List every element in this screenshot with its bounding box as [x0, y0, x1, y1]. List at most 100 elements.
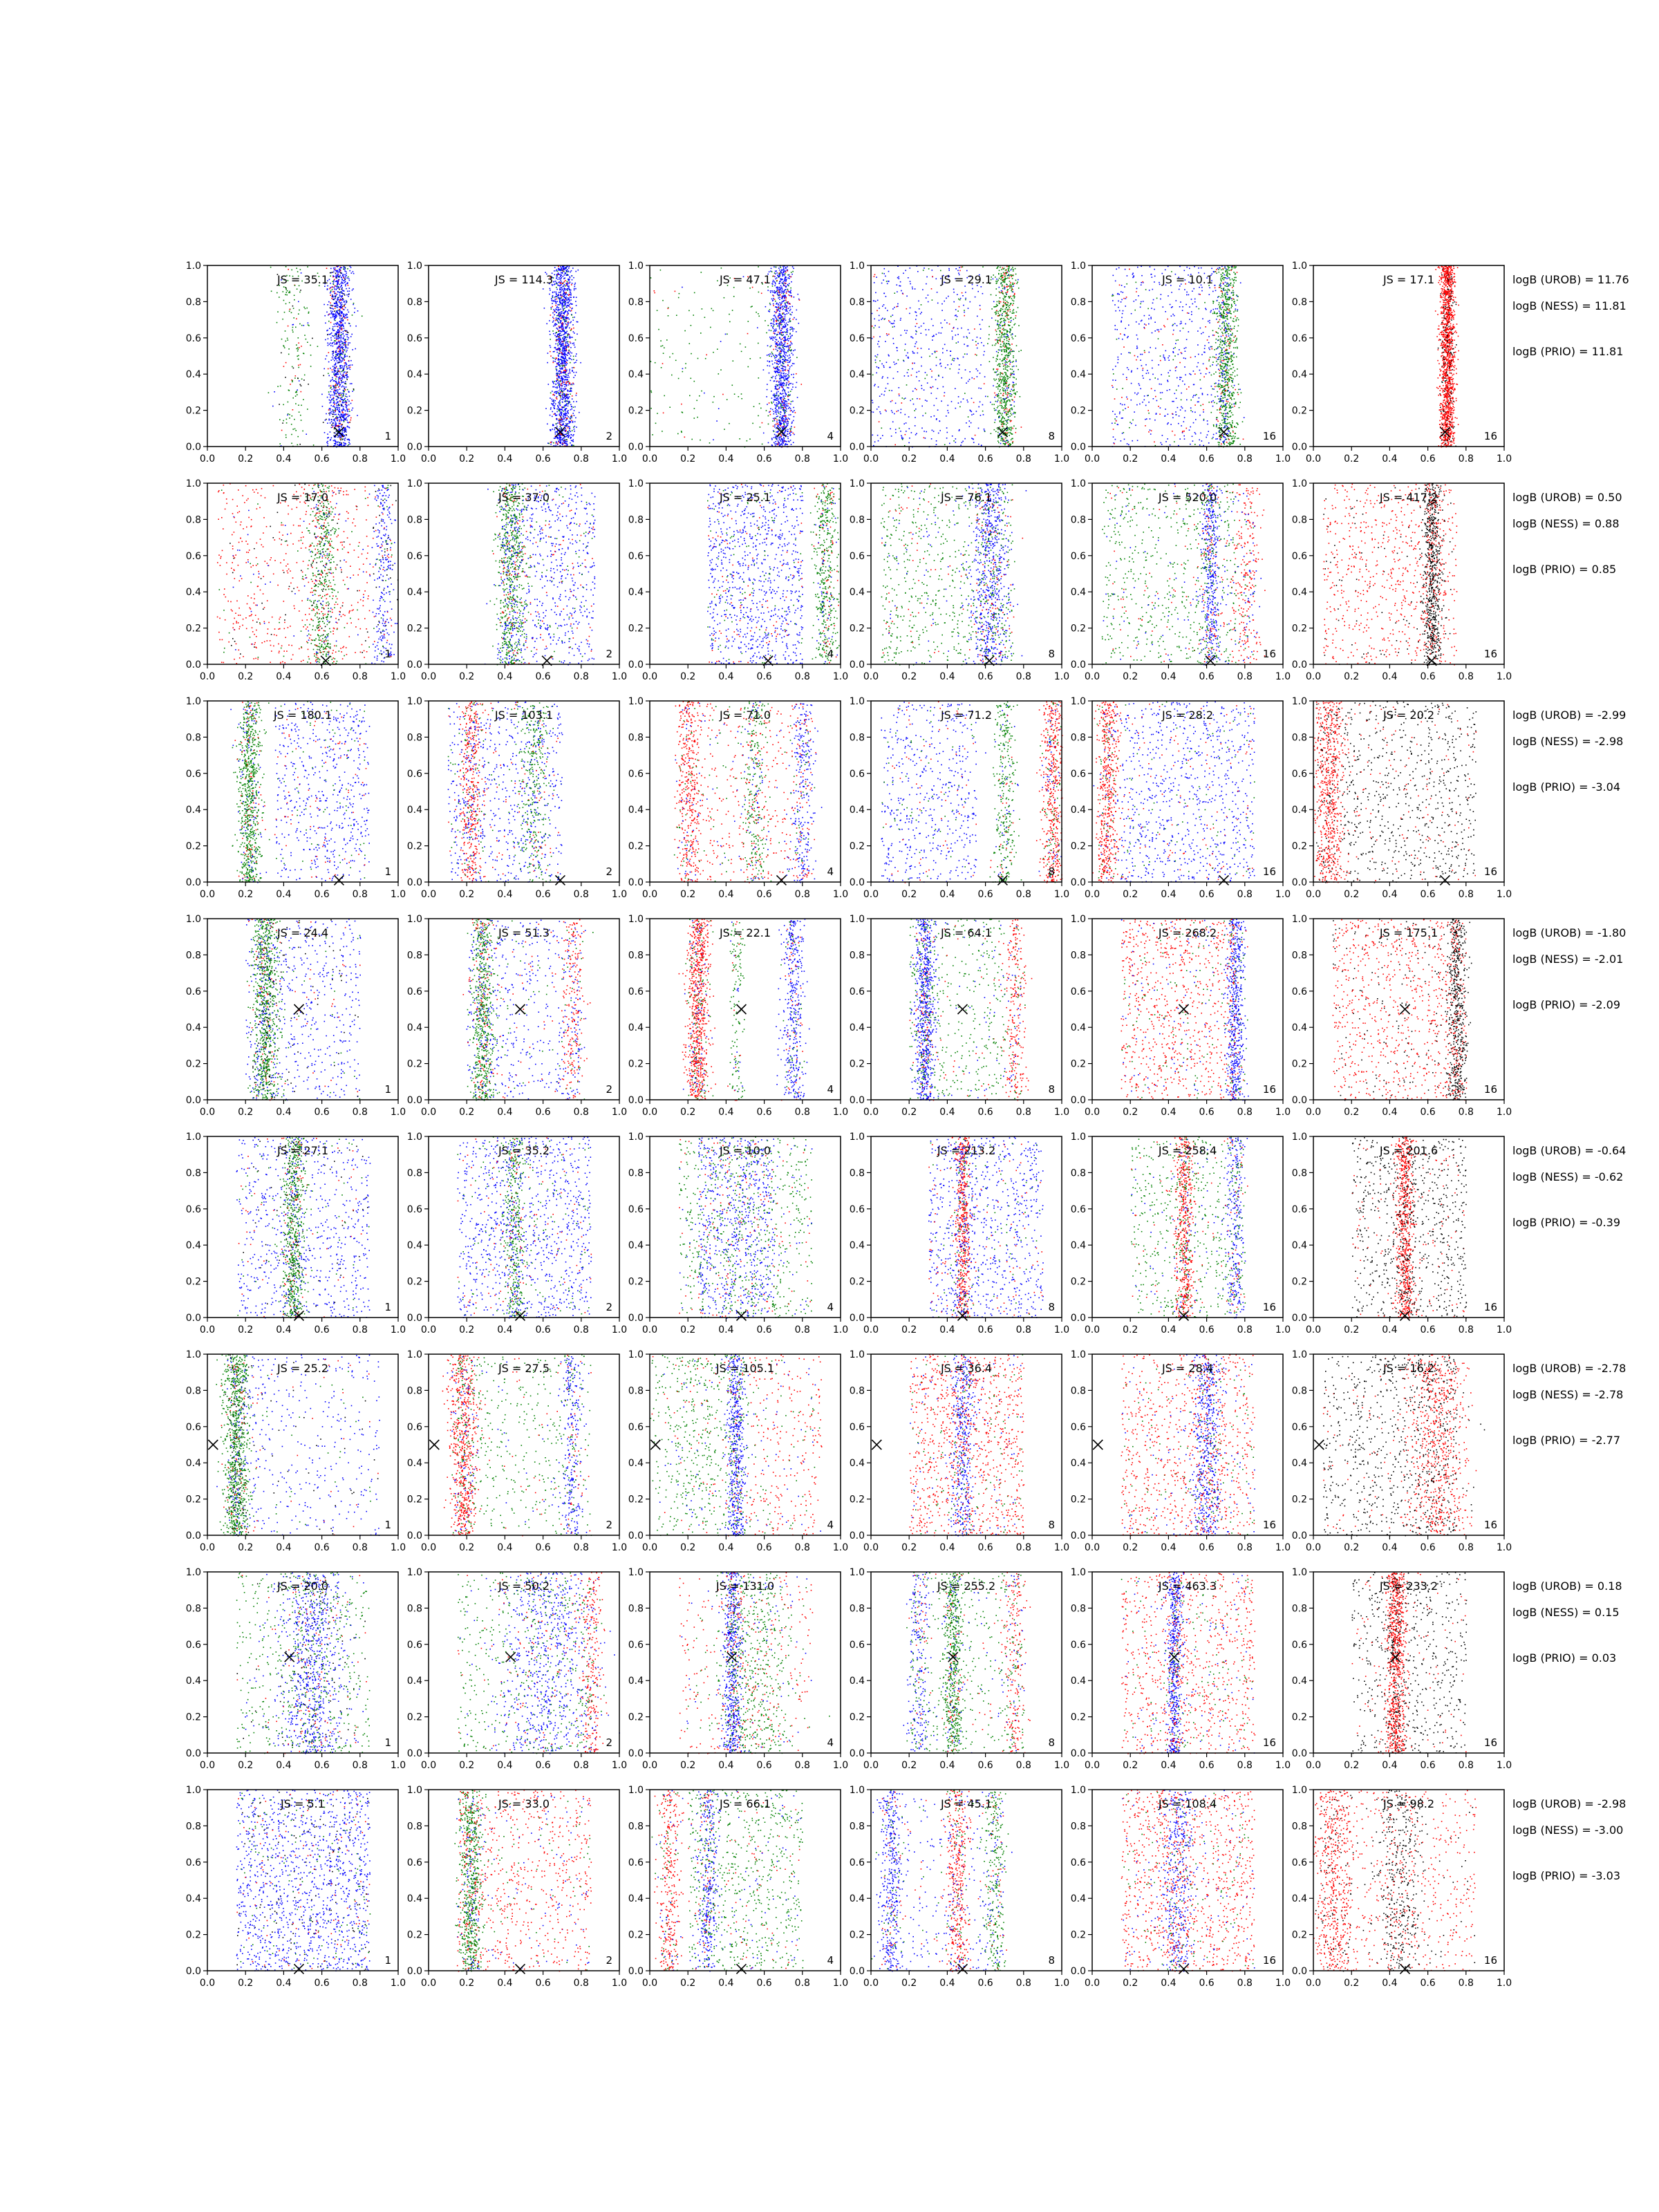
data-point — [572, 430, 573, 431]
data-point — [350, 336, 352, 337]
data-point — [340, 417, 341, 418]
data-point — [782, 368, 784, 370]
data-point — [568, 390, 569, 391]
data-point — [561, 359, 563, 361]
data-point — [556, 293, 557, 294]
data-point — [570, 277, 571, 279]
data-point — [774, 292, 776, 293]
data-point — [572, 370, 573, 371]
data-point — [559, 322, 560, 324]
data-point — [339, 382, 340, 383]
data-point — [347, 372, 348, 373]
data-point — [297, 394, 298, 395]
data-point — [344, 435, 346, 436]
data-point — [785, 270, 786, 272]
data-point — [773, 328, 774, 329]
data-point — [563, 312, 565, 314]
data-point — [563, 363, 564, 364]
data-point — [780, 285, 782, 287]
data-point — [340, 308, 341, 309]
data-point — [780, 405, 782, 406]
data-point — [767, 361, 769, 362]
data-point — [559, 315, 560, 317]
data-point — [565, 377, 567, 378]
data-point — [551, 308, 552, 310]
x-tick-label: 0.0 — [421, 453, 436, 465]
data-point — [787, 365, 789, 366]
data-point — [784, 352, 785, 353]
data-point — [785, 296, 786, 297]
data-point — [339, 327, 341, 328]
data-point — [341, 303, 343, 305]
data-point — [556, 303, 557, 304]
data-point — [566, 401, 568, 402]
data-point — [784, 426, 785, 427]
data-point — [333, 397, 335, 399]
data-point — [346, 351, 347, 353]
data-point — [562, 303, 563, 305]
data-point — [328, 315, 329, 316]
data-point — [339, 395, 341, 396]
data-point — [298, 367, 299, 368]
data-point — [559, 371, 561, 372]
data-point — [553, 281, 554, 283]
data-point — [335, 414, 337, 415]
data-point — [783, 274, 785, 276]
data-point — [348, 278, 350, 279]
data-point — [339, 368, 341, 370]
data-point — [346, 420, 348, 421]
data-point — [338, 272, 339, 273]
data-point — [776, 438, 778, 439]
data-point — [574, 317, 575, 318]
data-point — [556, 339, 558, 341]
data-point — [563, 268, 564, 270]
data-point — [778, 388, 780, 389]
data-point — [334, 414, 335, 415]
data-point — [569, 279, 570, 280]
data-point — [774, 443, 776, 444]
data-point — [332, 308, 333, 309]
data-point — [560, 384, 561, 386]
data-point — [770, 290, 771, 292]
data-point — [348, 312, 350, 313]
data-point — [556, 289, 558, 290]
data-point — [348, 365, 350, 366]
data-point — [774, 411, 775, 413]
data-point — [787, 338, 789, 339]
data-point — [332, 289, 333, 290]
data-point — [796, 310, 798, 311]
data-point — [324, 368, 325, 370]
data-point — [798, 294, 799, 295]
data-point — [771, 346, 772, 347]
data-point — [783, 272, 785, 273]
data-point — [331, 421, 332, 422]
data-point — [339, 359, 341, 361]
data-point — [341, 424, 342, 425]
data-point — [782, 298, 783, 299]
data-point — [779, 442, 780, 444]
data-point — [573, 445, 574, 447]
data-point — [791, 389, 793, 391]
data-point — [296, 391, 297, 392]
data-point — [330, 337, 332, 339]
data-point — [780, 393, 781, 395]
data-point — [777, 293, 778, 294]
data-point — [562, 409, 563, 411]
data-point — [339, 288, 340, 289]
data-point — [339, 386, 341, 387]
data-point — [555, 400, 556, 402]
data-point — [339, 409, 340, 410]
data-point — [332, 297, 334, 298]
data-point — [572, 409, 573, 410]
data-point — [339, 344, 341, 345]
data-point — [573, 377, 574, 378]
data-point — [787, 330, 789, 332]
data-point — [774, 332, 775, 334]
data-point — [563, 296, 564, 297]
data-point — [778, 290, 779, 292]
data-point — [780, 440, 782, 442]
data-point — [780, 375, 781, 377]
data-point — [336, 382, 337, 384]
data-point — [341, 341, 342, 343]
data-point — [545, 408, 547, 409]
